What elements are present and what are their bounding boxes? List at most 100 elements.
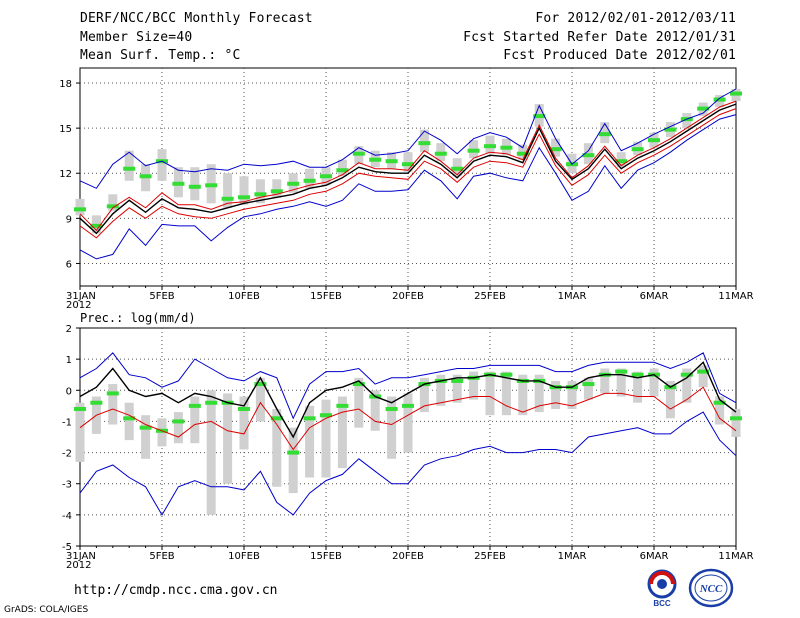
median-marker xyxy=(598,132,611,137)
spread-box xyxy=(436,374,446,406)
median-marker xyxy=(270,189,283,194)
spread-box xyxy=(419,377,429,413)
spread-box xyxy=(272,179,282,198)
spread-box xyxy=(485,371,495,416)
spread-box xyxy=(305,405,315,478)
spread-box xyxy=(354,377,364,428)
median-marker xyxy=(582,153,595,158)
spread-box xyxy=(518,374,528,416)
spread-box xyxy=(501,371,511,416)
y-tick-label: 12 xyxy=(59,169,72,180)
median-marker xyxy=(254,192,267,197)
median-marker xyxy=(385,406,398,411)
x-tick-label: 6MAR xyxy=(640,551,669,562)
footer-url[interactable]: http://cmdp.ncc.cma.gov.cn xyxy=(74,583,278,598)
y-tick-label: 15 xyxy=(59,124,72,135)
series-line-lower xyxy=(79,386,737,451)
median-marker xyxy=(352,382,365,387)
median-marker xyxy=(697,106,710,111)
spread-box xyxy=(108,194,118,211)
y-tick-label: -4 xyxy=(62,511,72,522)
spread-box xyxy=(534,374,544,413)
median-marker xyxy=(188,184,201,189)
y-tick-label: 1 xyxy=(66,355,72,366)
y-tick-label: -1 xyxy=(62,417,72,428)
median-marker xyxy=(385,159,398,164)
median-marker xyxy=(533,114,546,119)
median-marker xyxy=(106,204,119,209)
median-marker xyxy=(582,382,595,387)
median-marker xyxy=(615,159,628,164)
x-tick-label: 20FEB xyxy=(392,551,424,562)
spread-box xyxy=(682,368,692,403)
spread-box xyxy=(469,371,479,400)
median-marker xyxy=(451,166,464,171)
median-marker xyxy=(484,144,496,149)
x-tick-label: 11MAR xyxy=(718,551,753,562)
series-line-upper xyxy=(79,100,737,232)
median-marker xyxy=(90,400,103,405)
median-marker xyxy=(402,403,414,408)
median-marker xyxy=(648,138,660,143)
median-marker xyxy=(418,141,431,146)
median-marker xyxy=(713,97,726,102)
spread-box xyxy=(305,168,315,189)
spread-box xyxy=(649,368,659,397)
median-marker xyxy=(500,145,513,150)
x-tick-label: 5FEB xyxy=(149,291,174,302)
median-marker xyxy=(631,372,644,377)
spread-box xyxy=(387,396,397,459)
series-line-lower xyxy=(79,108,737,239)
median-marker xyxy=(123,416,136,421)
median-marker xyxy=(369,157,382,162)
spread-box xyxy=(272,408,282,487)
spread-box xyxy=(698,365,708,388)
median-marker xyxy=(172,181,185,186)
median-marker xyxy=(615,369,628,374)
median-marker xyxy=(336,403,349,408)
spread-box xyxy=(616,368,626,397)
median-marker xyxy=(713,400,726,405)
chart-title: DERF/NCC/BCC Monthly Forecast xyxy=(80,11,313,26)
x-tick-label: 10FEB xyxy=(228,551,260,562)
median-marker xyxy=(336,168,349,173)
median-marker xyxy=(320,413,332,418)
x-tick-label: 2012 xyxy=(66,300,91,311)
spread-box xyxy=(255,377,265,422)
x-tick-label: 25FEB xyxy=(474,551,506,562)
y-tick-label: -5 xyxy=(62,542,72,553)
y-tick-label: -3 xyxy=(62,480,72,491)
spread-box xyxy=(452,374,462,403)
spread-box xyxy=(633,371,643,403)
median-marker xyxy=(106,391,119,396)
median-marker xyxy=(680,372,693,377)
spread-box xyxy=(288,427,298,494)
x-tick-label: 15FEB xyxy=(310,291,342,302)
median-marker xyxy=(287,450,300,455)
x-tick-label: 15FEB xyxy=(310,551,342,562)
median-marker xyxy=(139,174,152,179)
median-marker xyxy=(549,147,562,152)
spread-box xyxy=(223,393,233,484)
median-marker xyxy=(221,196,234,201)
spread-box xyxy=(223,173,233,208)
spread-box xyxy=(583,377,593,400)
variable-label: Mean Surf. Temp.: °C xyxy=(80,48,241,63)
median-marker xyxy=(451,378,464,383)
median-marker xyxy=(434,151,447,156)
spread-box xyxy=(108,384,118,425)
spread-box xyxy=(567,380,577,409)
median-marker xyxy=(74,207,86,212)
x-tick-label: 6MAR xyxy=(640,291,669,302)
series-line-ensemble-min xyxy=(79,114,737,260)
x-tick-label: 20FEB xyxy=(392,291,424,302)
spread-box xyxy=(715,396,725,425)
spread-box xyxy=(337,159,347,177)
median-marker xyxy=(205,183,218,188)
bcc-logo-label: BCC xyxy=(653,599,671,608)
spread-box xyxy=(75,402,85,462)
median-marker xyxy=(664,127,677,132)
median-marker xyxy=(287,181,300,186)
